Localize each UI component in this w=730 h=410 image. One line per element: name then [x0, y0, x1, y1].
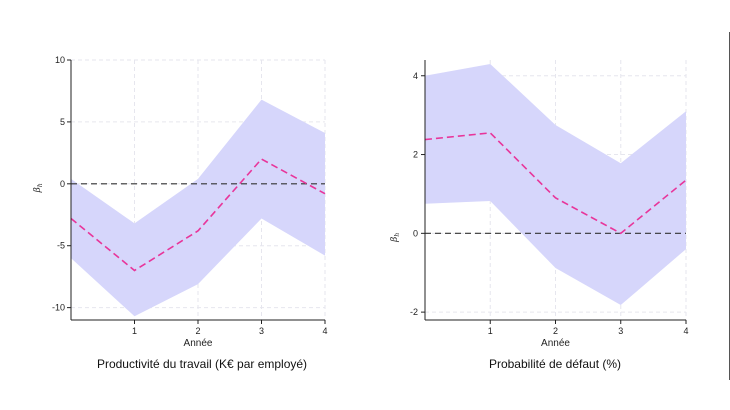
chart-1-estimate-line [424, 132, 687, 235]
chart-0-xlabel: Année [184, 338, 213, 349]
chart-1-xlabel: Année [541, 338, 570, 349]
chart-0-estimate-line [70, 158, 326, 272]
chart-1-xtick-label-4: 4 [683, 326, 688, 336]
chart-0-ytick-label-5: 5 [60, 117, 65, 127]
chart-0-ytick-label-10: 10 [55, 55, 65, 65]
panel-probabilite-defaut: -2 0 2 4 1 2 3 4 Année βh Probabilité de défaut (%… [390, 60, 689, 371]
chart-0-title: Productivité du travail (K€ par employé) [97, 357, 307, 371]
chart-0-xtick-label-3: 3 [259, 326, 264, 336]
chart-0-ci-band [71, 99, 325, 317]
chart-1-ylabel: βh [390, 233, 401, 243]
chart-1-ytick-label-2: 2 [413, 150, 418, 160]
chart-0-xtick-label-2: 2 [195, 326, 200, 336]
chart-0-ytick-label--10: -10 [52, 303, 65, 313]
chart-0-xtick-label-4: 4 [322, 326, 327, 336]
chart-0-ytick-label--5: -5 [57, 241, 65, 251]
chart-1-ytick-label--2: -2 [410, 307, 418, 317]
chart-1-xtick-label-3: 3 [618, 326, 623, 336]
chart-1-ytick-label-4: 4 [413, 71, 418, 81]
panel-productivite: -10 -5 0 5 10 1 2 3 4 Année βh Productivité du trav… [33, 55, 328, 371]
chart-0-ylabel: βh [33, 183, 44, 193]
chart-1-ytick-label-0: 0 [413, 228, 418, 238]
chart-0-xtick-label-1: 1 [132, 326, 137, 336]
chart-1-xtick-label-2: 2 [553, 326, 558, 336]
chart-1-title: Probabilité de défaut (%) [489, 357, 621, 371]
chart-1-xtick-label-1: 1 [488, 326, 493, 336]
chart-1-ci-band [425, 63, 686, 306]
chart-0-ytick-label-0: 0 [60, 179, 65, 189]
